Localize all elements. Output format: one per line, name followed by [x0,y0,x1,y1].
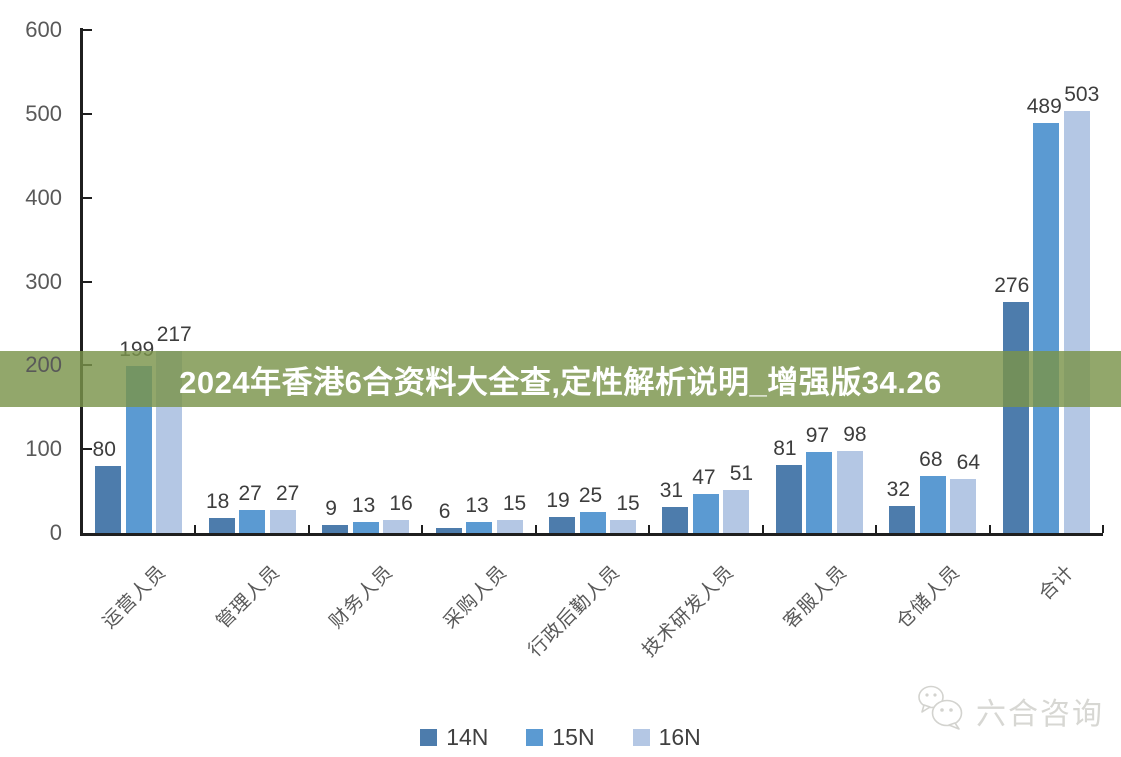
bar-value-label: 9 [325,497,337,520]
y-axis-tick [83,280,92,283]
y-axis-tick [83,29,92,31]
bar-value-label: 32 [886,478,910,501]
legend-label: 16N [658,723,701,750]
bar-14N-7 [889,506,916,533]
bar-15N-3 [466,522,493,533]
x-axis-tick [875,525,878,533]
bar-16N-2 [383,520,410,533]
bar-15N-2 [352,522,379,533]
legend-swatch-icon [632,728,650,746]
bar-15N-6 [806,452,833,533]
bar-value-label: 81 [773,437,797,460]
bar-15N-1 [239,510,266,533]
y-axis-tick-label: 600 [25,17,62,42]
x-axis-tick [1102,525,1104,533]
bar-14N-4 [549,517,575,533]
y-axis-tick [83,196,92,199]
y-axis-tick [83,448,92,451]
x-axis-tick [648,525,651,533]
bar-15N-7 [919,476,946,533]
y-axis-tick-label: 200 [25,352,62,378]
bar-value-label: 6 [438,500,451,523]
x-axis-tick [988,525,991,533]
x-axis-line [80,533,1103,536]
legend-item-15N: 15N [526,723,595,751]
y-axis-tick-label: 400 [25,184,62,210]
bar-14N-8 [1002,302,1029,533]
x-category-label-7: 仓储人员 [893,561,965,633]
brand-name: 六合咨询 [976,697,1104,731]
bar-value-label: 489 [1026,95,1062,118]
y-axis-tick-label: 0 [49,520,62,545]
x-category-label-8: 合计 [1035,561,1079,605]
bar-value-label: 25 [578,484,603,507]
x-category-label-1: 管理人员 [212,561,285,633]
y-axis-tick [83,112,92,115]
legend-swatch-icon [526,728,544,746]
x-axis-tick [761,525,764,533]
bar-14N-3 [435,528,462,533]
bar-value-label: 217 [156,323,192,346]
bar-value-label: 31 [659,479,684,502]
x-axis-tick [534,525,537,533]
bar-15N-8 [1033,123,1060,533]
legend: 14N 15N 16N [0,722,1121,752]
bar-value-label: 16 [389,492,413,515]
y-axis-tick-label: 100 [25,436,62,462]
bar-value-label: 13 [351,494,376,517]
banner-text: 2024年香港6合资料大全查,定性解析说明_增强版34.26 [179,364,942,400]
bar-value-label: 27 [275,482,300,505]
bar-16N-7 [950,479,977,533]
bar-14N-5 [662,507,689,533]
legend-item-14N: 14N [420,724,488,751]
bar-value-label: 503 [1064,83,1100,106]
bar-14N-6 [775,465,802,533]
legend-label: 14N [446,723,489,750]
x-category-label-3: 采购人员 [439,561,512,633]
x-category-label-2: 财务人员 [326,561,398,633]
bar-value-label: 68 [919,448,943,471]
bar-value-label: 51 [729,462,754,485]
y-axis-tick-label: 300 [25,268,62,294]
bar-value-label: 47 [692,466,716,489]
banner-overlay: 2024年香港6合资料大全查,定性解析说明_增强版34.26 [0,351,1121,407]
bar-16N-3 [496,520,523,533]
bar-16N-4 [610,520,636,533]
bar-value-label: 13 [465,494,489,517]
x-axis-tick [421,525,424,533]
x-category-label-4: 行政后勤人员 [524,561,625,662]
legend-swatch-icon [420,728,438,746]
wechat-bubbles-icon [916,684,968,737]
bar-value-label: 19 [546,489,570,512]
x-category-label-5: 技术研发人员 [638,561,738,662]
bar-16N-8 [1063,111,1090,533]
bar-value-label: 98 [843,423,867,446]
bar-value-label: 80 [92,438,116,461]
bar-value-label: 27 [238,482,262,505]
bar-15N-5 [692,494,719,533]
bar-value-label: 15 [502,492,527,515]
bar-value-label: 15 [616,492,640,515]
bar-16N-5 [723,490,750,533]
legend-item-16N: 16N [632,723,701,751]
bar-16N-1 [269,510,296,533]
brand-watermark: 六合咨询 [916,684,1104,737]
bar-value-label: 276 [994,274,1030,297]
legend-label: 15N [552,723,595,750]
x-axis-tick [194,525,197,533]
x-category-label-0: 运营人员 [99,561,171,633]
y-axis-line [80,28,83,536]
bar-14N-0 [95,466,122,533]
bar-value-label: 97 [805,424,830,447]
y-axis-tick-label: 500 [25,100,62,126]
bar-14N-1 [208,518,235,533]
x-category-label-6: 客服人员 [779,561,852,633]
bar-16N-6 [836,451,863,533]
x-axis-tick [307,525,310,533]
bar-value-label: 18 [205,490,230,513]
bar-14N-2 [322,525,349,533]
bar-value-label: 64 [956,451,980,474]
bar-15N-4 [579,512,606,533]
